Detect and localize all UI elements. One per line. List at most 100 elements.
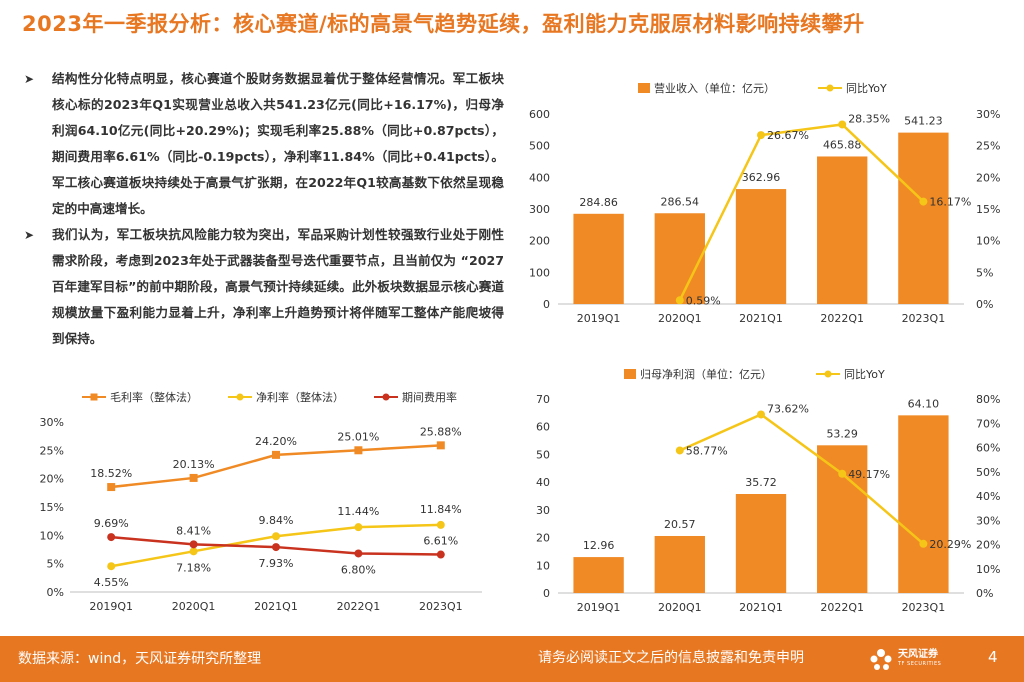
- legend-label: 净利率（整体法）: [256, 390, 344, 404]
- bar: [573, 213, 624, 304]
- data-label: 20.13%: [173, 458, 215, 471]
- bar-data-label: 286.54: [661, 195, 700, 208]
- bar: [735, 494, 787, 593]
- legend-line-label: 同比YoY: [846, 82, 887, 95]
- yoy-point: [757, 131, 765, 140]
- series-point: [354, 446, 363, 455]
- x-tick-label: 2023Q1: [902, 601, 946, 614]
- legend-bar-swatch: [624, 369, 636, 379]
- bar: [898, 132, 949, 304]
- bar-data-label: 64.10: [908, 397, 940, 410]
- y2-tick-label: 25%: [976, 140, 1000, 153]
- yoy-data-label: 49.17%: [848, 468, 890, 481]
- x-tick-label: 2022Q1: [337, 600, 381, 613]
- bar-data-label: 12.96: [583, 539, 615, 552]
- yoy-line: [678, 123, 925, 301]
- y2-tick-label: 70%: [976, 417, 1000, 430]
- y2-tick-label: 5%: [976, 266, 993, 279]
- y2-tick-label: 30%: [976, 108, 1000, 121]
- y-tick-label: 400: [529, 171, 550, 184]
- legend-marker: [90, 393, 98, 401]
- y-tick-label: 300: [529, 203, 550, 216]
- y-tick-label: 70: [536, 393, 550, 406]
- legend-marker: [382, 393, 390, 401]
- series-point: [189, 473, 198, 482]
- bar: [573, 557, 624, 593]
- x-tick-label: 2020Q1: [658, 601, 702, 614]
- series-point: [436, 520, 445, 529]
- net-profit-chart: 归母净利润（单位：亿元） 同比YoY 0 10 20 30 40 50 60 70 0% 10% 20%…: [536, 367, 1000, 614]
- data-label: 7.93%: [259, 557, 294, 570]
- series-point: [189, 540, 198, 549]
- yoy-line: [679, 413, 925, 545]
- series-point: [189, 547, 198, 556]
- disclaimer: 请务必阅读正文之后的信息披露和免责申明: [538, 650, 804, 666]
- data-label: 11.44%: [337, 505, 379, 518]
- yoy-point: [675, 446, 684, 455]
- y-tick-label: 60: [536, 421, 550, 434]
- bar: [654, 213, 705, 304]
- x-tick-label: 2021Q1: [739, 601, 783, 614]
- series-point: [107, 533, 116, 542]
- yoy-data-label: 0.59%: [686, 294, 721, 307]
- y2-tick-label: 30%: [976, 514, 1000, 527]
- data-label: 9.69%: [94, 517, 129, 530]
- revenue-chart: 营业收入（单位：亿元） 同比YoY 0 100 200 300 400 500 600 0% 5% 1…: [529, 81, 1000, 325]
- legend-bar-label: 归母净利润（单位：亿元）: [640, 367, 772, 381]
- bullet-point: ➤ 我们认为，军工板块抗风险能力较为突出，军品采购计划性较强致行业处于刚性需求阶…: [22, 222, 504, 352]
- x-tick-label: 2022Q1: [820, 601, 864, 614]
- y2-tick-label: 80%: [976, 393, 1000, 406]
- yoy-data-label: 16.17%: [929, 196, 971, 209]
- y-tick-label: 30%: [40, 416, 64, 429]
- bar-data-label: 541.23: [904, 115, 943, 128]
- y2-tick-label: 20%: [976, 171, 1000, 184]
- data-label: 7.18%: [176, 561, 211, 574]
- series-point: [272, 450, 280, 459]
- legend-label: 期间费用率: [402, 390, 457, 404]
- data-label: 4.55%: [94, 576, 129, 589]
- x-tick-label: 2021Q1: [739, 312, 783, 325]
- footer-bar: 数据来源：wind，天风证券研究所整理 请务必阅读正文之后的信息披露和免责申明 …: [0, 636, 1024, 682]
- y2-tick-label: 60%: [976, 442, 1000, 455]
- bullet-text: 我们认为，军工板块抗风险能力较为突出，军品采购计划性较强致行业处于刚性需求阶段，…: [52, 227, 504, 346]
- legend-bar-label: 营业收入（单位：亿元）: [654, 81, 775, 95]
- yoy-data-label: 58.77%: [686, 444, 728, 457]
- y-tick-label: 0: [543, 587, 550, 600]
- arrow-bullet-icon: ➤: [24, 228, 35, 242]
- y-tick-label: 20: [536, 532, 550, 545]
- y2-tick-label: 50%: [976, 466, 1000, 479]
- data-label: 18.52%: [90, 467, 132, 480]
- series-point: [436, 441, 445, 450]
- bar: [898, 415, 949, 593]
- data-label: 25.88%: [420, 425, 462, 438]
- legend-line-marker: [826, 84, 834, 92]
- data-label: 8.41%: [176, 524, 211, 537]
- x-tick-label: 2019Q1: [577, 312, 621, 325]
- y-tick-label: 600: [529, 108, 550, 121]
- yoy-point: [919, 539, 928, 548]
- brand-name: 天风证券: [898, 649, 938, 660]
- yoy-data-label: 73.62%: [767, 402, 809, 415]
- x-tick-label: 2021Q1: [254, 600, 298, 613]
- x-tick-label: 2020Q1: [172, 600, 216, 613]
- bar-data-label: 362.96: [742, 171, 781, 184]
- data-label: 6.80%: [341, 563, 376, 576]
- series-point: [272, 543, 280, 552]
- yoy-data-label: 28.35%: [848, 112, 890, 125]
- y2-tick-label: 0%: [976, 587, 993, 600]
- y-tick-label: 10: [536, 559, 550, 572]
- series-point: [436, 550, 445, 559]
- yoy-data-label: 26.67%: [767, 129, 809, 142]
- y-tick-label: 25%: [40, 444, 64, 457]
- y-tick-label: 0: [543, 298, 550, 311]
- x-tick-label: 2023Q1: [902, 312, 946, 325]
- y-tick-label: 5%: [47, 558, 64, 571]
- legend-marker: [236, 393, 244, 401]
- series-point: [354, 523, 363, 532]
- data-label: 6.61%: [423, 535, 458, 548]
- legend-label: 毛利率（整体法）: [110, 390, 198, 404]
- x-tick-label: 2020Q1: [658, 312, 702, 325]
- bar: [654, 535, 705, 593]
- series-point: [354, 549, 363, 558]
- series-point: [107, 483, 116, 492]
